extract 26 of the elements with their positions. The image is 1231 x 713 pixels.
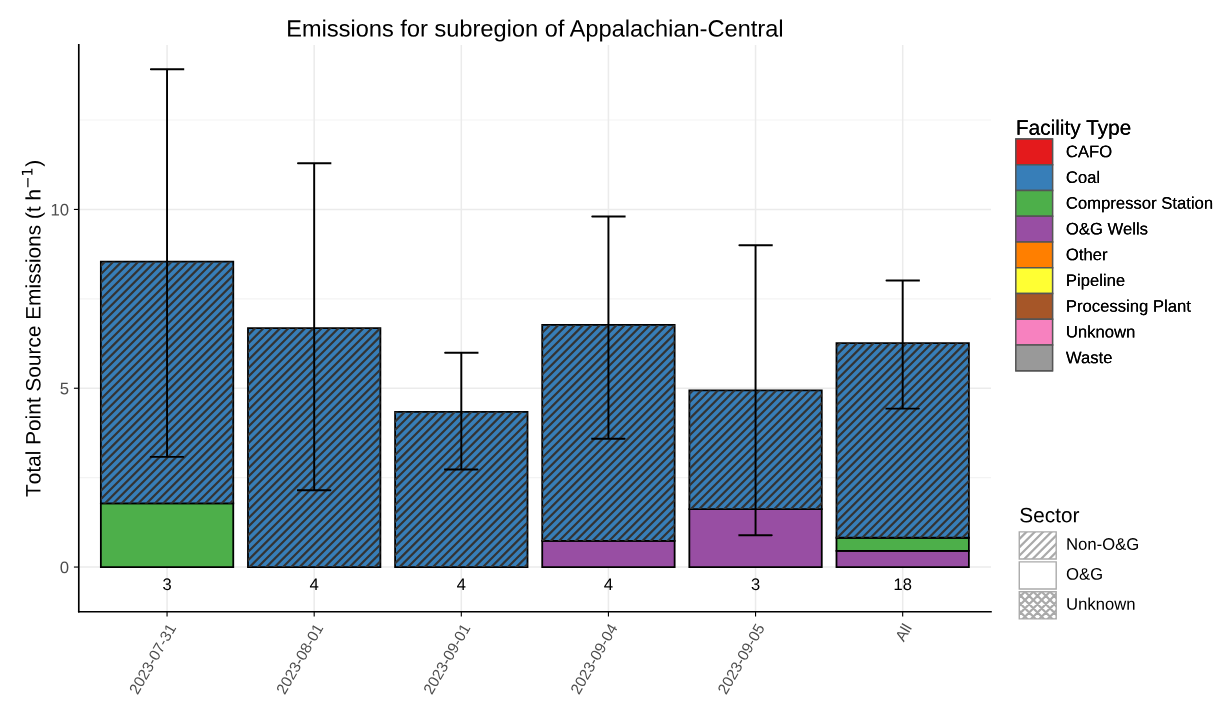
legend-label: Other [1066,248,1108,261]
legend-title: Facility Type [1017,119,1131,140]
legend-label: Waste [1065,351,1112,364]
annotation: 3 [163,578,171,591]
legend-label: CAFO [1066,145,1112,158]
legend-label: Processing Plant [1067,299,1191,316]
legend-label: Pipeline [1067,273,1125,290]
legend-label: Unknown [1067,325,1135,338]
annotation: 18 [894,578,912,591]
legend-label: Compressor Station [1066,196,1213,213]
y-tick-label: 0 [60,561,69,574]
annotation: 3 [751,578,760,591]
annotation: 4 [309,578,319,590]
legend-label: Coal [1066,170,1100,184]
y-axis-title: Total Point Source Emissions (t h$^{−1}$) [21,161,45,497]
annotation: 4 [457,578,466,590]
x-tick-label: All [894,623,912,643]
text: Unknown [1067,597,1135,610]
text: O&G [1066,568,1102,580]
y-tick-label: 5 [60,382,69,395]
y-tick-label: 10 [51,203,69,216]
chart-title: Emissions for subregion of Appalachian-Central [288,19,783,42]
legend-label: O&G Wells [1066,222,1148,235]
annotation: 4 [604,578,613,590]
text: Non-O&G [1067,538,1138,550]
text: Sector [1020,507,1080,523]
